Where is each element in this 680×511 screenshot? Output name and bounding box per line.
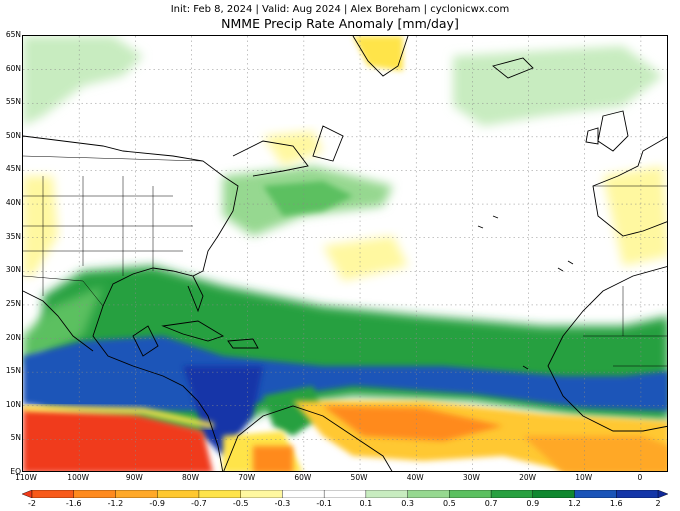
longitude-label: 80W <box>182 473 199 482</box>
anomaly-light-green <box>453 46 663 126</box>
anomaly-blue-core <box>23 336 667 411</box>
anomaly-light-green <box>23 36 143 126</box>
latitude-label: 40N <box>5 198 21 208</box>
colorbar-label: -0.1 <box>316 499 332 508</box>
colorbar-swatch <box>490 490 534 498</box>
longitude-label: 110W <box>15 473 37 482</box>
map-subtitle: Init: Feb 8, 2024 | Valid: Aug 2024 | Al… <box>170 4 510 15</box>
latitude-label: 25N <box>5 298 21 308</box>
colorbar-swatch <box>198 490 242 498</box>
map-canvas <box>23 36 667 471</box>
anomaly-mid-green <box>23 286 103 366</box>
longitude-label: 60W <box>294 473 312 482</box>
longitude-label: 50W <box>350 473 368 482</box>
colorbar-swatch <box>115 490 158 498</box>
colorbar-swatch <box>449 490 492 498</box>
anomaly-yellow-edge <box>23 405 214 429</box>
anomaly-orange <box>523 436 667 471</box>
latitude-label: 50N <box>5 130 21 140</box>
colorbar-label: -0.7 <box>191 499 207 508</box>
latitude-label: 20N <box>5 332 21 342</box>
anomaly-orange-core <box>323 406 503 441</box>
graticule <box>23 36 667 471</box>
longitude-label: 10W <box>575 473 593 482</box>
colorbar <box>22 490 668 498</box>
longitude-label: 90W <box>125 473 143 482</box>
colorbar-swatch <box>323 490 367 498</box>
anomaly-pale-yellow <box>263 131 323 166</box>
precip-anomaly-map <box>22 35 668 472</box>
colorbar-label: 0.7 <box>484 499 498 508</box>
colorbar-label: 0.3 <box>401 499 414 508</box>
colorbar-swatch <box>156 490 200 498</box>
anomaly-pale-yellow <box>323 236 408 281</box>
colorbar-swatch <box>282 490 325 498</box>
anomaly-mid-green <box>263 181 353 216</box>
colorbar-label: 0.1 <box>359 499 373 508</box>
colorbar-swatch <box>532 490 576 498</box>
anomaly-green-band <box>263 386 323 436</box>
colorbar-label: -1.6 <box>65 499 82 508</box>
anomaly-pale-yellow <box>603 166 667 266</box>
longitude-label: 100W <box>67 473 90 482</box>
latitude-label: 65N <box>5 30 21 39</box>
colorbar-label: -0.3 <box>274 499 291 508</box>
colorbar-label: 0.5 <box>442 499 456 508</box>
colorbar-label: 2 <box>655 499 661 508</box>
longitude-label: 20W <box>519 473 537 482</box>
colorbar-swatch <box>407 490 451 498</box>
latitude-label: 45N <box>5 164 21 174</box>
latitude-label: 55N <box>5 97 21 107</box>
colorbar-swatch <box>365 490 409 498</box>
colorbar-label: 1.6 <box>609 499 623 508</box>
colorbar-label: 1.2 <box>568 499 581 508</box>
map-title: NMME Precip Rate Anomaly [mm/day] <box>221 16 459 31</box>
longitude-label: 0 <box>637 473 643 482</box>
anomaly-fields <box>23 36 667 471</box>
latitude-label: EQ <box>10 467 21 476</box>
colorbar-label: -1.2 <box>107 499 124 508</box>
colorbar-swatch <box>574 490 617 498</box>
anomaly-yellow <box>353 36 403 71</box>
colorbar-label: -2 <box>28 499 36 508</box>
longitude-label: 30W <box>462 473 480 482</box>
longitude-label: 70W <box>238 473 256 482</box>
latitude-label: 10N <box>5 399 21 409</box>
colorbar-swatch <box>240 490 284 498</box>
colorbar-label: 0.9 <box>526 499 540 508</box>
anomaly-orange <box>253 446 293 471</box>
colorbar-swatch <box>22 490 33 498</box>
colorbar-swatch <box>657 490 668 498</box>
latitude-label: 5N <box>10 433 21 443</box>
colorbar-swatch <box>31 490 75 498</box>
longitude-label: 40W <box>406 473 424 482</box>
colorbar-label: -0.9 <box>149 499 165 508</box>
colorbar-swatch <box>616 490 659 498</box>
colorbar-label: -0.5 <box>232 499 249 508</box>
latitude-label: 60N <box>5 63 21 73</box>
latitude-label: 15N <box>5 366 21 376</box>
colorbar-swatch <box>73 490 117 498</box>
latitude-label: 30N <box>5 265 21 275</box>
latitude-label: 35N <box>5 231 21 241</box>
borders <box>23 155 667 367</box>
coastlines <box>23 36 667 471</box>
